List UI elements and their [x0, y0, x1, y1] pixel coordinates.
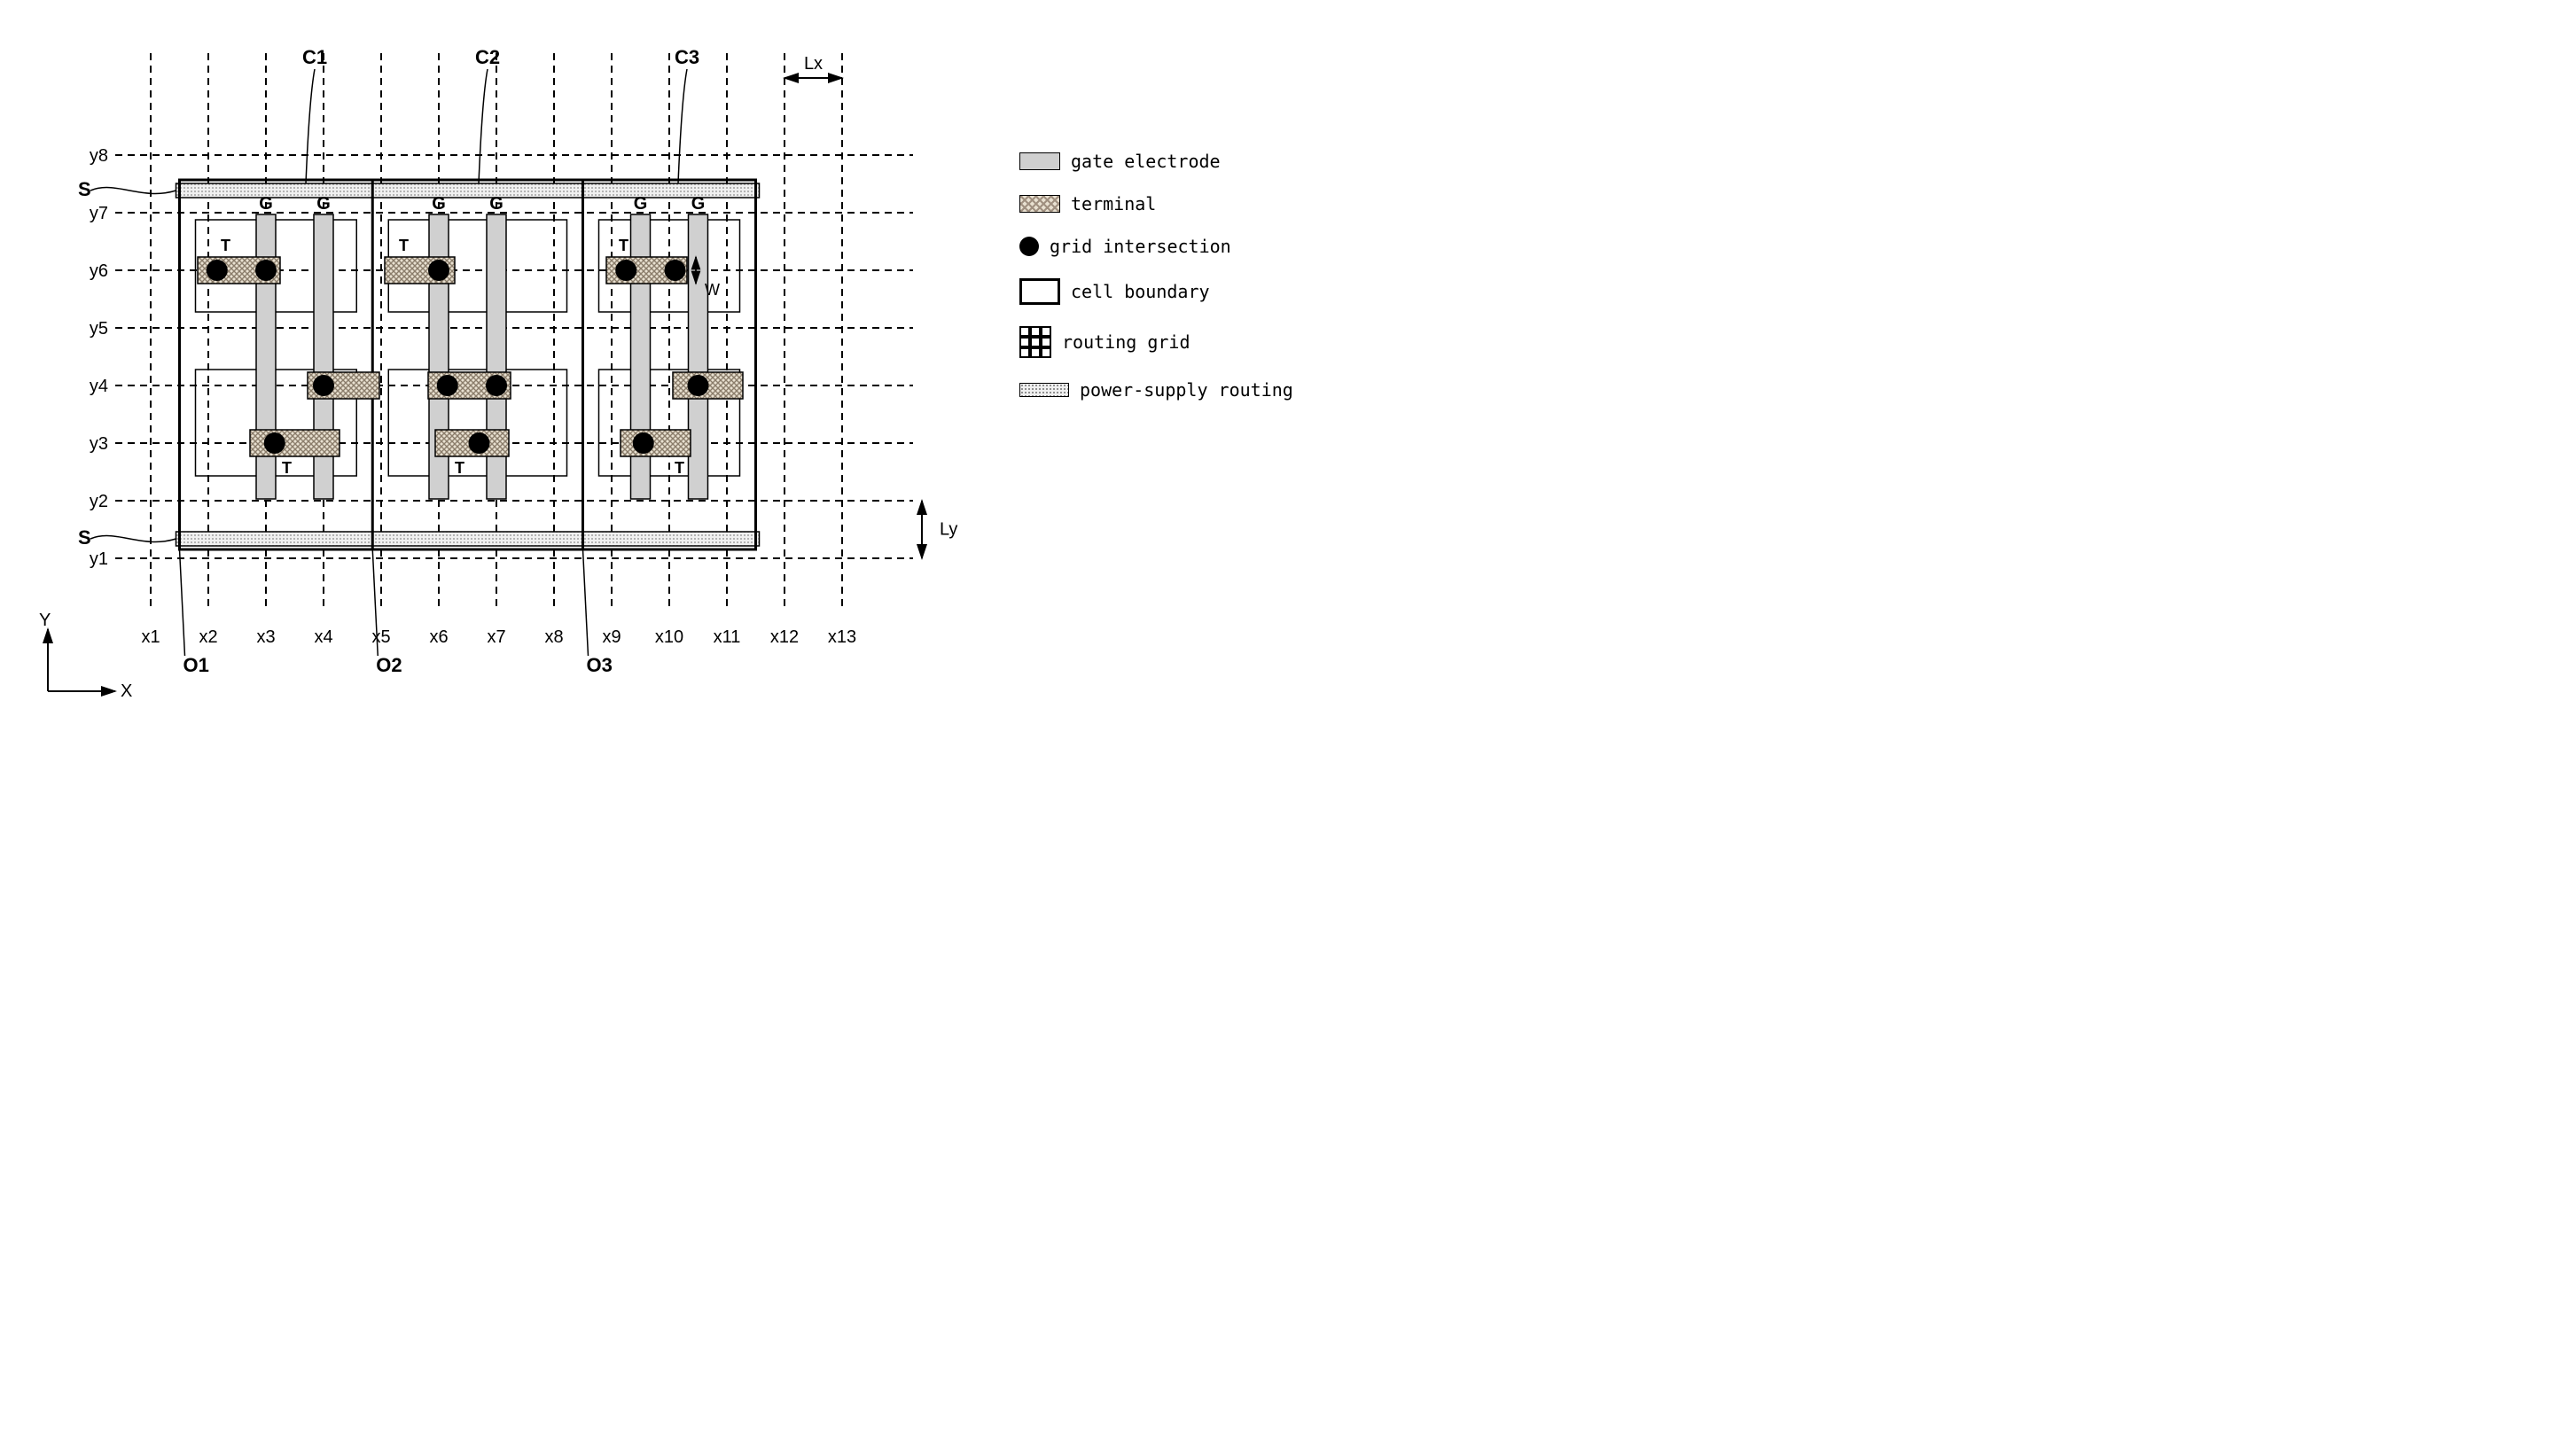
legend-cell: cell boundary [1019, 278, 1293, 305]
svg-text:x4: x4 [314, 627, 332, 647]
gate-swatch [1019, 152, 1060, 170]
terminal-swatch [1019, 195, 1060, 213]
layout-diagram: x1 x2 x3 x4 x5 x6 x7 x8 x9 x10 x11 x12 x13 y1 y2 y3 y4 y5… [27, 27, 966, 700]
svg-text:S: S [78, 526, 91, 549]
svg-text:Ly: Ly [940, 520, 957, 540]
svg-text:x13: x13 [828, 627, 856, 647]
svg-text:x5: x5 [371, 627, 390, 647]
svg-text:x3: x3 [256, 627, 275, 647]
svg-text:G: G [432, 194, 446, 214]
svg-text:x7: x7 [487, 627, 505, 647]
svg-text:y5: y5 [90, 319, 108, 339]
svg-text:y4: y4 [90, 377, 108, 396]
legend-routing-label: routing grid [1062, 331, 1190, 353]
svg-text:y1: y1 [90, 549, 108, 569]
legend-terminal: terminal [1019, 193, 1293, 214]
svg-text:T: T [619, 237, 628, 254]
svg-text:T: T [455, 459, 464, 477]
legend-dot: grid intersection [1019, 236, 1293, 257]
svg-text:T: T [221, 237, 230, 254]
svg-text:x6: x6 [429, 627, 448, 647]
svg-text:y2: y2 [90, 492, 108, 511]
svg-text:X: X [121, 681, 132, 700]
svg-text:O1: O1 [183, 654, 209, 676]
legend-gate: gate electrode [1019, 151, 1293, 172]
legend-terminal-label: terminal [1071, 193, 1156, 214]
svg-text:W: W [705, 281, 720, 299]
svg-text:O3: O3 [587, 654, 613, 676]
svg-text:T: T [675, 459, 684, 477]
legend-cell-label: cell boundary [1071, 281, 1210, 302]
svg-text:x10: x10 [655, 627, 683, 647]
svg-text:S: S [78, 178, 91, 200]
svg-text:x2: x2 [199, 627, 217, 647]
svg-text:G: G [634, 194, 648, 214]
legend-routing: routing grid [1019, 326, 1293, 358]
svg-text:x9: x9 [602, 627, 621, 647]
svg-text:y8: y8 [90, 146, 108, 166]
routing-swatch [1019, 326, 1051, 358]
svg-text:G: G [691, 194, 706, 214]
dot-swatch [1019, 237, 1039, 256]
svg-text:Y: Y [39, 611, 51, 630]
cell-swatch [1019, 278, 1060, 305]
svg-text:Lx: Lx [804, 54, 823, 74]
svg-text:G: G [316, 194, 331, 214]
svg-text:G: G [259, 194, 273, 214]
svg-text:y3: y3 [90, 434, 108, 454]
svg-text:G: G [489, 194, 503, 214]
legend-power-label: power-supply routing [1080, 379, 1293, 401]
svg-text:x1: x1 [141, 627, 160, 647]
svg-text:x12: x12 [770, 627, 799, 647]
legend-gate-label: gate electrode [1071, 151, 1221, 172]
svg-text:C3: C3 [675, 46, 699, 68]
svg-text:O2: O2 [376, 654, 402, 676]
legend-dot-label: grid intersection [1050, 236, 1231, 257]
svg-text:x11: x11 [714, 627, 741, 647]
svg-text:y6: y6 [90, 261, 108, 281]
power-swatch [1019, 383, 1069, 397]
svg-text:x8: x8 [544, 627, 563, 647]
legend: gate electrode terminal grid intersectio… [1019, 27, 1293, 700]
svg-text:y7: y7 [90, 204, 108, 223]
svg-text:C1: C1 [302, 46, 327, 68]
svg-text:T: T [282, 459, 292, 477]
svg-text:T: T [399, 237, 409, 254]
svg-text:C2: C2 [475, 46, 500, 68]
legend-power: power-supply routing [1019, 379, 1293, 401]
